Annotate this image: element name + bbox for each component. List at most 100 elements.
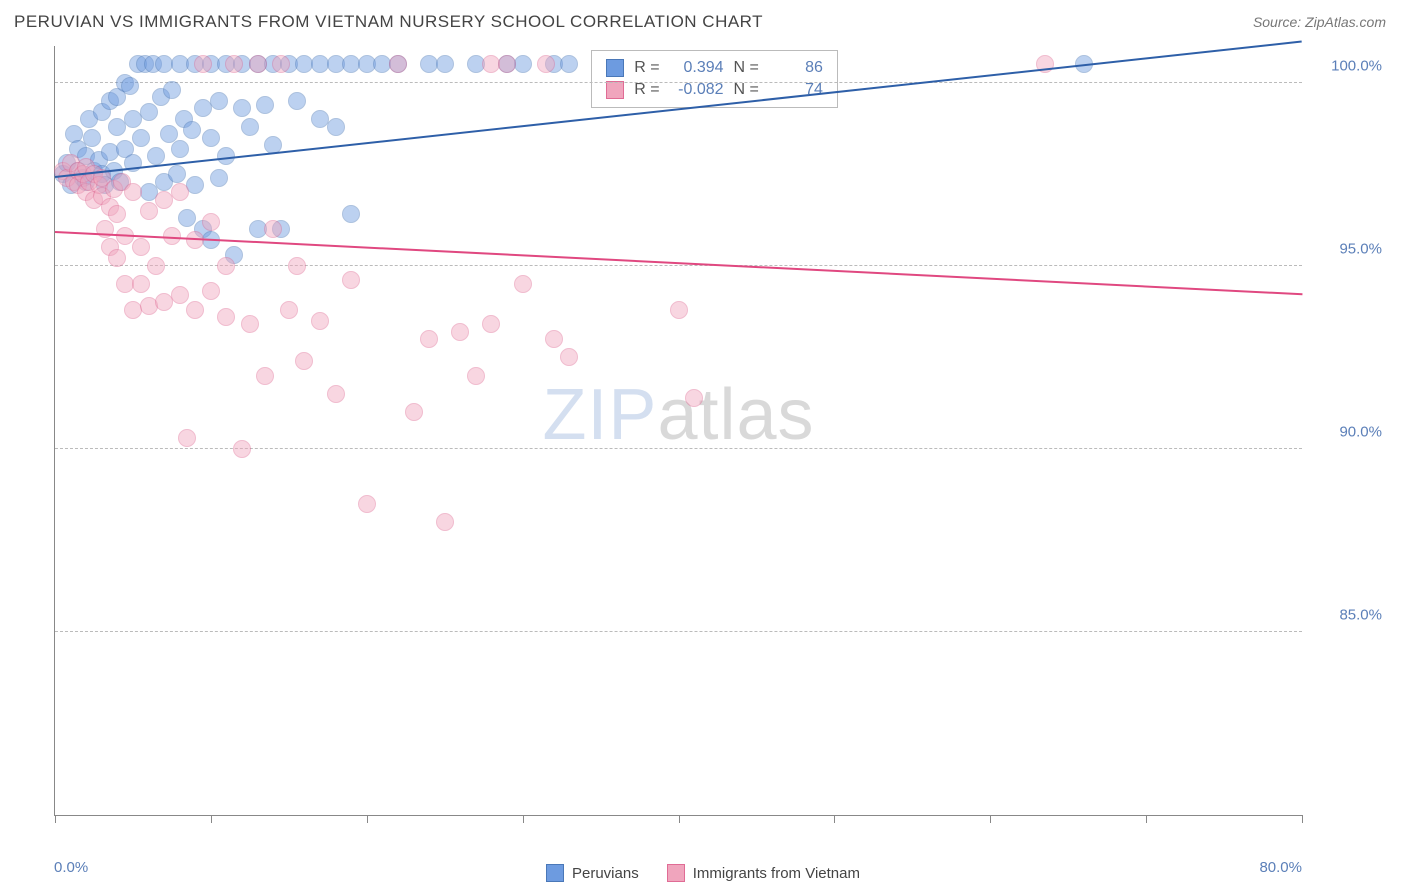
data-point — [327, 385, 345, 403]
watermark-atlas: atlas — [657, 375, 814, 455]
data-point — [140, 103, 158, 121]
data-point — [178, 209, 196, 227]
data-point — [217, 308, 235, 326]
chart-title: PERUVIAN VS IMMIGRANTS FROM VIETNAM NURS… — [14, 12, 763, 32]
data-point — [241, 118, 259, 136]
data-point — [685, 389, 703, 407]
x-tick — [1146, 815, 1147, 823]
gridline-h — [55, 631, 1302, 632]
swatch-peruvians — [546, 864, 564, 882]
r-label: R = — [634, 81, 659, 99]
data-point — [560, 55, 578, 73]
swatch-series-2 — [606, 81, 624, 99]
data-point — [186, 301, 204, 319]
data-point — [467, 367, 485, 385]
data-point — [295, 352, 313, 370]
legend-label-2: Immigrants from Vietnam — [693, 865, 860, 882]
r-label: R = — [634, 59, 659, 77]
data-point — [420, 330, 438, 348]
data-point — [451, 323, 469, 341]
gridline-h — [55, 265, 1302, 266]
data-point — [147, 257, 165, 275]
header: PERUVIAN VS IMMIGRANTS FROM VIETNAM NURS… — [0, 0, 1406, 40]
data-point — [171, 286, 189, 304]
swatch-vietnam — [667, 864, 685, 882]
legend-item-2: Immigrants from Vietnam — [667, 864, 860, 882]
data-point — [670, 301, 688, 319]
data-point — [498, 55, 516, 73]
data-point — [132, 129, 150, 147]
data-point — [241, 315, 259, 333]
data-point — [210, 92, 228, 110]
x-tick — [1302, 815, 1303, 823]
x-tick — [211, 815, 212, 823]
data-point — [436, 513, 454, 531]
data-point — [256, 96, 274, 114]
data-point — [202, 213, 220, 231]
r-value-2: -0.082 — [670, 81, 724, 99]
y-tick-label: 95.0% — [1339, 240, 1382, 257]
legend-item-1: Peruvians — [546, 864, 639, 882]
data-point — [545, 330, 563, 348]
data-point — [225, 55, 243, 73]
watermark: ZIPatlas — [542, 374, 814, 456]
data-point — [249, 55, 267, 73]
source-attribution: Source: ZipAtlas.com — [1253, 14, 1386, 30]
data-point — [436, 55, 454, 73]
data-point — [537, 55, 555, 73]
x-tick — [990, 815, 991, 823]
watermark-zip: ZIP — [542, 375, 657, 455]
y-tick-label: 100.0% — [1331, 57, 1382, 74]
data-point — [217, 257, 235, 275]
data-point — [171, 140, 189, 158]
data-point — [233, 99, 251, 117]
x-tick — [679, 815, 680, 823]
data-point — [233, 440, 251, 458]
scatter-plot: ZIPatlas R = 0.394 N = 86 R = -0.082 N =… — [54, 46, 1302, 816]
data-point — [256, 367, 274, 385]
data-point — [124, 183, 142, 201]
data-point — [186, 176, 204, 194]
data-point — [210, 169, 228, 187]
gridline-h — [55, 82, 1302, 83]
data-point — [83, 129, 101, 147]
data-point — [288, 257, 306, 275]
data-point — [560, 348, 578, 366]
legend-label-1: Peruvians — [572, 865, 639, 882]
data-point — [358, 495, 376, 513]
data-point — [264, 220, 282, 238]
data-point — [108, 205, 126, 223]
x-tick — [367, 815, 368, 823]
x-tick — [834, 815, 835, 823]
data-point — [482, 315, 500, 333]
y-tick-label: 85.0% — [1339, 606, 1382, 623]
data-point — [405, 403, 423, 421]
data-point — [514, 275, 532, 293]
data-point — [327, 118, 345, 136]
x-tick — [55, 815, 56, 823]
data-point — [389, 55, 407, 73]
correlation-legend: R = 0.394 N = 86 R = -0.082 N = 74 — [591, 50, 838, 108]
data-point — [168, 165, 186, 183]
y-tick-label: 90.0% — [1339, 423, 1382, 440]
n-label: N = — [734, 59, 759, 77]
data-point — [288, 92, 306, 110]
data-point — [194, 55, 212, 73]
data-point — [202, 282, 220, 300]
data-point — [202, 129, 220, 147]
data-point — [183, 121, 201, 139]
data-point — [171, 183, 189, 201]
data-point — [147, 147, 165, 165]
legend-row-1: R = 0.394 N = 86 — [606, 57, 823, 79]
n-label: N = — [734, 81, 759, 99]
swatch-series-1 — [606, 59, 624, 77]
data-point — [272, 55, 290, 73]
data-point — [121, 77, 139, 95]
series-legend: Peruvians Immigrants from Vietnam — [0, 864, 1406, 882]
data-point — [342, 205, 360, 223]
data-point — [132, 275, 150, 293]
x-tick — [523, 815, 524, 823]
chart-container: Nursery School ZIPatlas R = 0.394 N = 86… — [14, 46, 1392, 846]
trend-line — [55, 231, 1302, 295]
data-point — [311, 312, 329, 330]
